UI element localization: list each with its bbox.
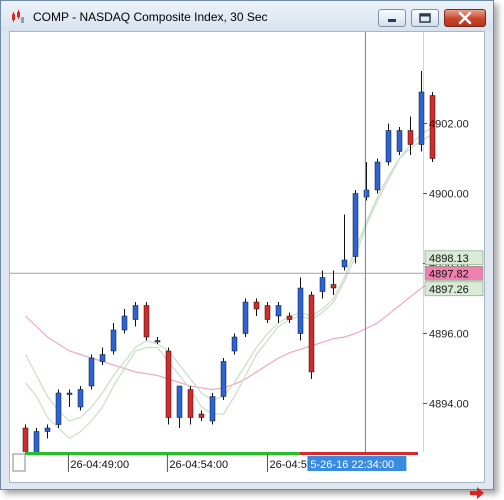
candle-up[interactable] — [99, 354, 106, 362]
price-tick-label: 4894.00 — [429, 399, 469, 411]
price-tick-label: 4896.00 — [429, 329, 469, 341]
candle-up[interactable] — [231, 336, 238, 352]
price-tick-label: 4900.00 — [429, 189, 469, 201]
candle-up[interactable] — [176, 385, 183, 418]
candle-up[interactable] — [352, 193, 359, 257]
minimize-button[interactable] — [378, 9, 406, 27]
candle-up[interactable] — [44, 427, 51, 432]
session-band-red — [300, 452, 418, 455]
candle-up[interactable] — [341, 259, 348, 268]
candlestick-chart[interactable]: 4902.004900.004898.004896.004894.004898.… — [10, 32, 484, 482]
chart-area[interactable]: 4902.004900.004898.004896.004894.004898.… — [9, 31, 485, 499]
price-label-ma-long — [424, 281, 484, 297]
time-tick-label: 26-04:49:00 — [70, 459, 129, 471]
time-axis-scroll-box[interactable] — [12, 453, 26, 472]
candle-down[interactable] — [198, 413, 205, 418]
candle-up[interactable] — [242, 301, 249, 334]
minimize-icon — [388, 19, 396, 22]
moving-average-long-line — [25, 280, 433, 391]
candle-up[interactable] — [297, 287, 304, 334]
candle-up[interactable] — [220, 361, 227, 397]
moving-average-short-line-2 — [24, 126, 433, 422]
candle-down[interactable] — [330, 284, 337, 289]
price-tick-label: 4902.00 — [429, 119, 469, 131]
candle-up[interactable] — [55, 392, 62, 425]
candle-down[interactable] — [264, 305, 271, 320]
candle-up[interactable] — [33, 431, 40, 453]
candle-down[interactable] — [187, 389, 194, 418]
candle-down[interactable] — [407, 130, 414, 145]
session-band-green — [25, 452, 300, 455]
maximize-icon — [419, 13, 431, 23]
moving-average-short-line — [25, 133, 433, 440]
price-label-text-crosshair: 4897.82 — [429, 268, 469, 280]
candle-up[interactable] — [132, 305, 139, 320]
app-chart-icon — [12, 10, 24, 23]
chart-window: COMP - NASDAQ Composite Index, 30 Sec 49… — [0, 0, 494, 499]
maximize-button[interactable] — [411, 9, 439, 27]
candle-up[interactable] — [88, 357, 95, 387]
candle-down[interactable] — [308, 294, 315, 373]
candle-up[interactable] — [110, 329, 117, 352]
candle-up[interactable] — [374, 161, 381, 191]
cursor-time-label: 5-26-16 22:34:00 — [310, 459, 394, 471]
candle-down[interactable] — [253, 301, 260, 310]
candle-down[interactable] — [286, 315, 293, 320]
price-label-text-ma-long: 4897.26 — [429, 284, 469, 296]
candle-down[interactable] — [165, 350, 172, 418]
time-tick-label: 26-04:54:00 — [169, 459, 228, 471]
candle-up[interactable] — [319, 277, 326, 292]
candle-up[interactable] — [275, 305, 282, 317]
title-bar[interactable]: COMP - NASDAQ Composite Index, 30 Sec — [1, 1, 493, 31]
candle-down[interactable] — [143, 305, 150, 338]
candle-up[interactable] — [418, 91, 425, 145]
candle-up[interactable] — [363, 189, 370, 198]
candle-up[interactable] — [396, 130, 403, 152]
candle-up[interactable] — [66, 392, 73, 395]
price-label-ma-short — [424, 250, 484, 266]
candle-up[interactable] — [385, 130, 392, 163]
price-label-crosshair — [424, 266, 484, 281]
candle-up[interactable] — [154, 340, 161, 343]
candle-up[interactable] — [121, 315, 128, 331]
close-button[interactable] — [444, 9, 486, 27]
candle-up[interactable] — [209, 396, 216, 422]
candle-up[interactable] — [77, 389, 84, 408]
close-icon — [458, 11, 472, 25]
candle-down[interactable] — [22, 427, 29, 457]
cursor-time-label-bg — [307, 456, 407, 471]
price-label-text-ma-short: 4898.13 — [429, 253, 469, 265]
scroll-right-arrow-icon[interactable] — [468, 486, 486, 500]
candle-down[interactable] — [429, 95, 436, 159]
window-title: COMP - NASDAQ Composite Index, 30 Sec — [33, 10, 268, 24]
